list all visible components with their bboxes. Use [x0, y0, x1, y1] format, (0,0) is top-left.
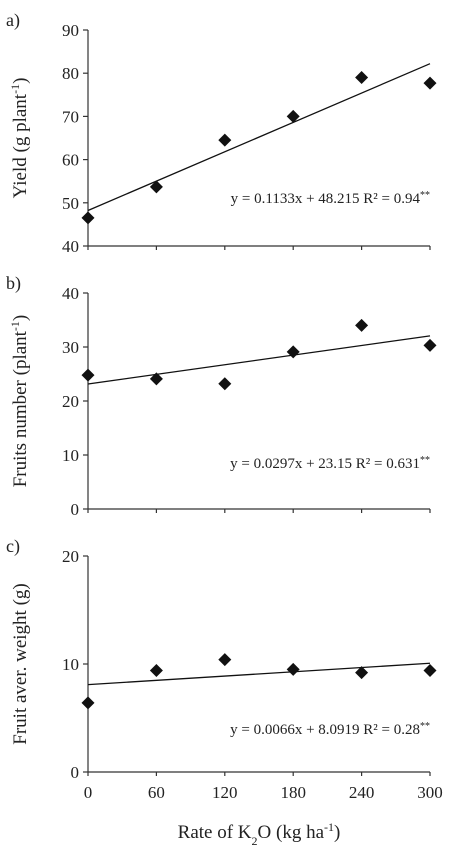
panel-label: a): [6, 10, 20, 31]
x-axis-title: Rate of K2O (kg ha-1): [178, 820, 341, 848]
panel-b: b) 0 10 20 30 40 y = 0.0297x + 23.15 R² = 0.63…: [6, 273, 437, 519]
data-point: [286, 109, 300, 123]
regression-equation: y = 0.1133x + 48.215 R² = 0.94**: [231, 190, 430, 208]
y-axis-title: Fruit aver. weight (g): [10, 583, 31, 744]
data-point: [149, 663, 163, 677]
y-tick-label: 90: [62, 21, 79, 40]
data-point: [355, 666, 369, 680]
x-tick-label: 240: [349, 783, 375, 802]
data-point: [81, 696, 95, 710]
data-point: [149, 180, 163, 194]
data-point: [286, 662, 300, 676]
x-tick-label: 300: [417, 783, 443, 802]
y-tick-label: 50: [62, 194, 79, 213]
trendline: [87, 662, 431, 686]
y-tick-label: 30: [62, 338, 79, 357]
y-tick-label: 70: [62, 107, 79, 126]
x-tick-label: 120: [212, 783, 238, 802]
y-axis-title: Yield (g plant-1): [8, 78, 31, 199]
data-point: [149, 372, 163, 386]
x-tick-label: 60: [148, 783, 165, 802]
y-tick-label: 0: [71, 500, 80, 519]
regression-equation: y = 0.0066x + 8.0919 R² = 0.28**: [230, 721, 430, 739]
y-axis-title: Fruits number (plant-1): [8, 315, 31, 488]
data-point: [81, 211, 95, 225]
y-tick-label: 0: [71, 763, 80, 782]
y-tick-label: 40: [62, 284, 79, 303]
panel-label: b): [6, 273, 21, 294]
trendline: [87, 63, 431, 212]
data-point: [218, 653, 232, 667]
data-point: [423, 76, 437, 90]
data-point: [355, 318, 369, 332]
panel-a: a) 40 50 60 70 80 90 y = 0.1133x + 48.215 R² = …: [6, 10, 437, 256]
data-point: [218, 133, 232, 147]
y-tick-label: 20: [62, 547, 79, 566]
panel-label: c): [6, 536, 20, 557]
x-tick-label: 180: [280, 783, 306, 802]
y-tick-label: 20: [62, 392, 79, 411]
y-tick-label: 80: [62, 64, 79, 83]
data-point: [423, 663, 437, 677]
data-point: [81, 368, 95, 382]
data-point: [423, 338, 437, 352]
trendline: [87, 335, 431, 385]
y-tick-label: 10: [62, 655, 79, 674]
x-tick-label: 0: [84, 783, 93, 802]
data-point: [286, 345, 300, 359]
y-tick-label: 60: [62, 151, 79, 170]
regression-equation: y = 0.0297x + 23.15 R² = 0.631**: [230, 455, 430, 473]
data-point: [355, 71, 369, 85]
data-point: [218, 377, 232, 391]
panel-c: c) 0 10 20 y = 0.0066x + 8.0919 R² = 0.28** F…: [6, 536, 437, 782]
y-tick-label: 40: [62, 237, 79, 256]
y-tick-label: 10: [62, 446, 79, 465]
